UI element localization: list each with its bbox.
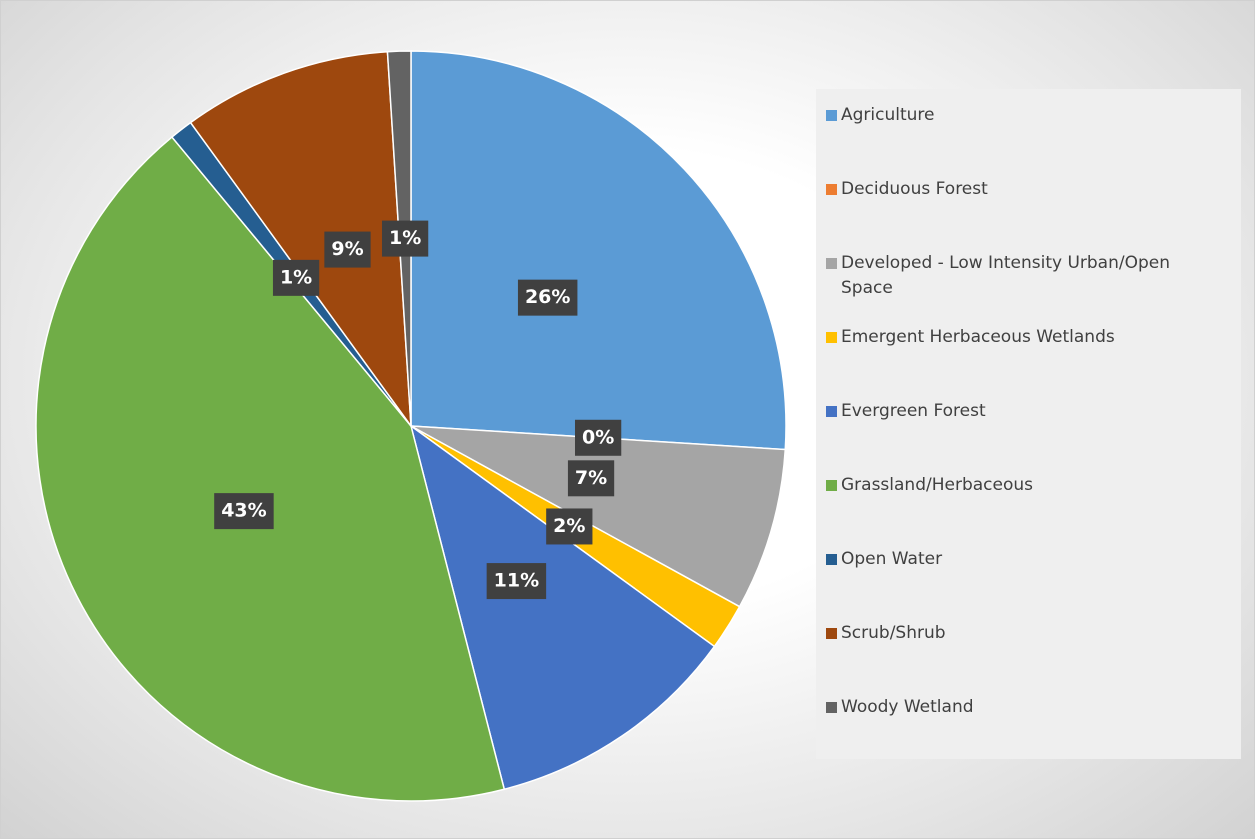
data-label: 43%: [221, 500, 266, 522]
pie-slice: [410, 425, 787, 608]
legend-label: Grassland/Herbaceous: [841, 475, 1034, 495]
legend-item: Emergent Herbaceous Wetlands: [826, 325, 1226, 350]
data-label: 9%: [331, 238, 363, 260]
data-label: 11%: [494, 570, 539, 592]
data-label-box: [546, 508, 593, 545]
legend-label: Deciduous Forest: [841, 179, 988, 199]
legend-swatch: [826, 554, 837, 565]
legend: Agriculture Deciduous Forest Developed - L…: [816, 89, 1241, 759]
legend-item: Agriculture: [826, 103, 1226, 128]
data-label-box: [272, 259, 320, 296]
legend-item: Deciduous Forest: [826, 177, 1226, 202]
legend-item: Developed - Low Intensity Urban/Open Spa…: [826, 251, 1226, 301]
data-label-box: [214, 493, 274, 530]
data-label-box: [517, 279, 578, 316]
legend-swatch: [826, 258, 837, 269]
pie-slice: [189, 50, 412, 429]
legend-item: Open Water: [826, 547, 1226, 572]
data-label: 26%: [525, 286, 570, 308]
data-label: 2%: [553, 515, 585, 537]
legend-swatch: [826, 628, 837, 639]
data-label: 1%: [280, 266, 312, 288]
legend-swatch: [826, 702, 837, 713]
data-label-box: [381, 220, 429, 257]
legend-swatch: [826, 332, 837, 343]
pie-slice: [409, 424, 716, 791]
data-label-box: [574, 419, 622, 456]
legend-label: Scrub/Shrub: [841, 623, 946, 643]
legend-item: Scrub/Shrub: [826, 621, 1226, 646]
legend-item: Woody Wetland: [826, 695, 1226, 720]
legend-swatch: [826, 110, 837, 121]
legend-swatch: [826, 480, 837, 491]
legend-label: Emergent Herbaceous Wetlands: [841, 327, 1115, 347]
legend-item: Grassland/Herbaceous: [826, 473, 1226, 498]
legend-label: Developed - Low Intensity Urban/Open Spa…: [841, 253, 1171, 298]
legend-label: Agriculture: [841, 105, 935, 125]
pie-slice: [35, 136, 506, 802]
data-label: 0%: [582, 426, 614, 448]
legend-label: Woody Wetland: [841, 697, 974, 717]
legend-swatch: [826, 406, 837, 417]
data-label-box: [486, 563, 547, 600]
data-label-box: [567, 460, 615, 497]
legend-label: Evergreen Forest: [841, 401, 986, 421]
data-label: 7%: [575, 467, 607, 489]
pie-slice: [410, 50, 787, 451]
legend-swatch: [826, 184, 837, 195]
data-label: 1%: [389, 227, 421, 249]
legend-item: Evergreen Forest: [826, 399, 1226, 424]
data-label-box: [324, 231, 371, 268]
legend-label: Open Water: [841, 549, 943, 569]
